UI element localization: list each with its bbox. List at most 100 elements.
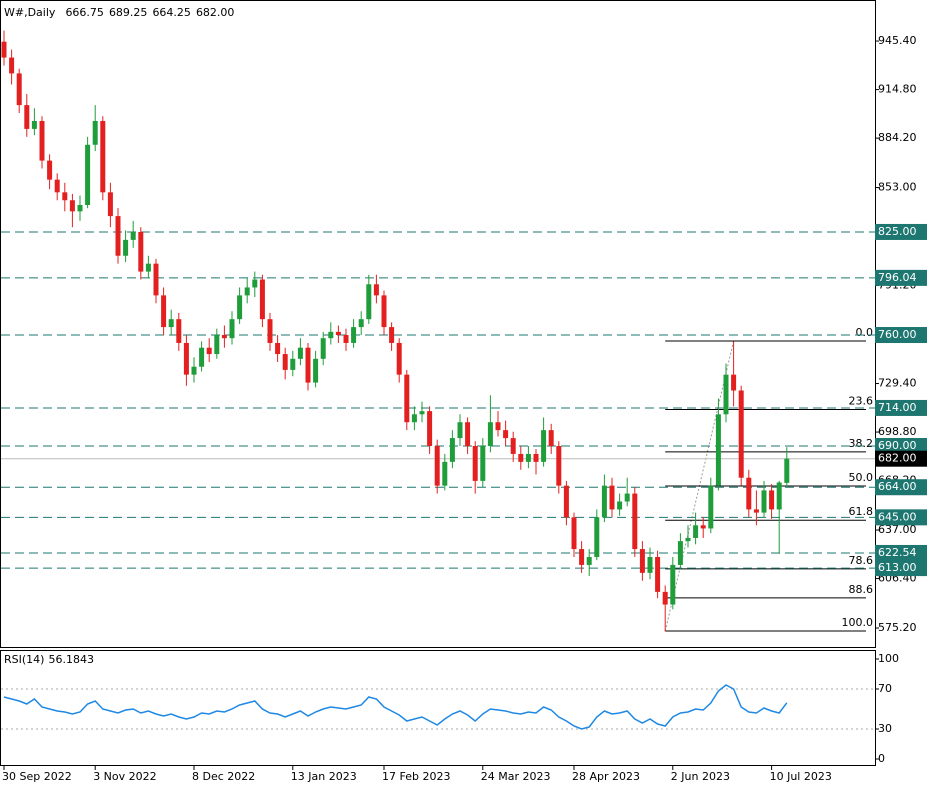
y-tick-label: 637.00 — [878, 523, 917, 536]
candle-body — [1, 41, 7, 58]
y-tick-label: 853.00 — [878, 181, 917, 194]
candle-body — [503, 430, 509, 439]
candle-body — [130, 231, 136, 240]
candle-body — [563, 485, 569, 518]
candle-body — [746, 477, 752, 510]
candle-body — [693, 525, 699, 538]
candle-body — [54, 179, 60, 193]
candle-body — [518, 453, 524, 462]
y-tick-label: 729.40 — [878, 377, 917, 390]
rsi-line — [3, 684, 788, 730]
candle-body — [647, 556, 653, 573]
candle-body — [655, 556, 661, 592]
candle-body — [389, 327, 395, 343]
candle-body — [191, 366, 197, 375]
candle-body — [753, 509, 759, 513]
x-tick-label: 3 Nov 2022 — [93, 770, 156, 783]
candle-body — [594, 517, 600, 557]
candle-body — [586, 556, 592, 565]
candle-body — [670, 564, 676, 605]
candle-body — [419, 411, 425, 415]
x-tick-label: 13 Jan 2023 — [291, 770, 357, 783]
candle-body — [639, 549, 645, 573]
candle-body — [624, 493, 630, 502]
y-tick-label: 914.80 — [878, 83, 917, 96]
candle-body — [320, 338, 326, 359]
candle-body — [69, 200, 75, 212]
fib-label: 23.6 — [849, 395, 874, 408]
candle-body — [571, 517, 577, 550]
level-label: 714.00 — [878, 401, 917, 414]
candle-body — [738, 390, 744, 478]
candle-body — [556, 446, 562, 486]
candle-body — [313, 358, 319, 383]
level-box — [875, 269, 927, 286]
candle-body — [153, 263, 159, 296]
candle-body — [480, 446, 486, 481]
level-label: 645.00 — [878, 510, 917, 523]
candle-body — [662, 591, 668, 605]
candle-body — [206, 347, 212, 355]
candle-body — [328, 331, 334, 339]
y-tick-label: 945.40 — [878, 34, 917, 47]
candle-body — [609, 485, 615, 510]
level-box — [875, 479, 927, 496]
candle-body — [715, 414, 721, 486]
candle-body — [168, 319, 174, 328]
candle-body — [404, 374, 410, 423]
rsi-tick-label: 0 — [878, 752, 885, 765]
header-price: 664.25 — [152, 6, 191, 19]
candle-body — [487, 422, 493, 447]
candle-body — [525, 453, 531, 462]
candle-body — [176, 319, 182, 343]
main-panel — [0, 0, 876, 648]
candle-body — [138, 231, 144, 272]
candle-body — [677, 541, 683, 565]
level-box — [875, 544, 927, 561]
level-label: 760.00 — [878, 328, 917, 341]
level-label: 613.00 — [878, 561, 917, 574]
level-label: 825.00 — [878, 225, 917, 238]
candle-body — [31, 120, 37, 129]
rsi-value: 56.1843 — [48, 653, 94, 666]
candle-body — [366, 284, 372, 320]
header-price: 682.00 — [196, 6, 235, 19]
level-label: 796.04 — [878, 271, 917, 284]
candle-body — [541, 430, 547, 462]
level-box — [875, 399, 927, 416]
rsi-tick-label: 70 — [878, 682, 892, 695]
fib-label: 0.0 — [856, 326, 874, 339]
x-tick-label: 2 Jun 2023 — [671, 770, 730, 783]
candle-body — [776, 482, 782, 510]
candle-body — [533, 453, 539, 462]
fib-label: 100.0 — [842, 616, 874, 629]
candle-body — [685, 537, 691, 542]
candle-body — [700, 525, 706, 529]
candle-body — [396, 342, 402, 375]
candle-body — [62, 192, 68, 201]
candle-body — [47, 160, 53, 180]
candle-body — [358, 319, 364, 328]
candle-body — [282, 354, 288, 370]
x-tick-label: 30 Sep 2022 — [2, 770, 72, 783]
header-price: 689.25 — [109, 6, 148, 19]
header: W#,Daily 666.75 689.25 664.25 682.00 — [4, 6, 234, 19]
candle-body — [92, 120, 98, 145]
candle-body — [784, 458, 790, 483]
candle-body — [335, 331, 341, 336]
candle-body — [290, 358, 296, 370]
x-tick-label: 24 Mar 2023 — [481, 770, 551, 783]
candle-body — [548, 430, 554, 447]
candle-body — [723, 374, 729, 415]
candle-body — [199, 347, 205, 367]
candle-body — [510, 438, 516, 454]
candle-body — [115, 216, 121, 256]
candle-body — [77, 205, 83, 212]
candle-body — [214, 335, 220, 355]
candle-body — [411, 414, 417, 423]
candle-body — [769, 490, 775, 510]
candle-body — [449, 438, 455, 462]
candle-body — [495, 422, 501, 431]
fib-label: 88.6 — [849, 583, 874, 596]
